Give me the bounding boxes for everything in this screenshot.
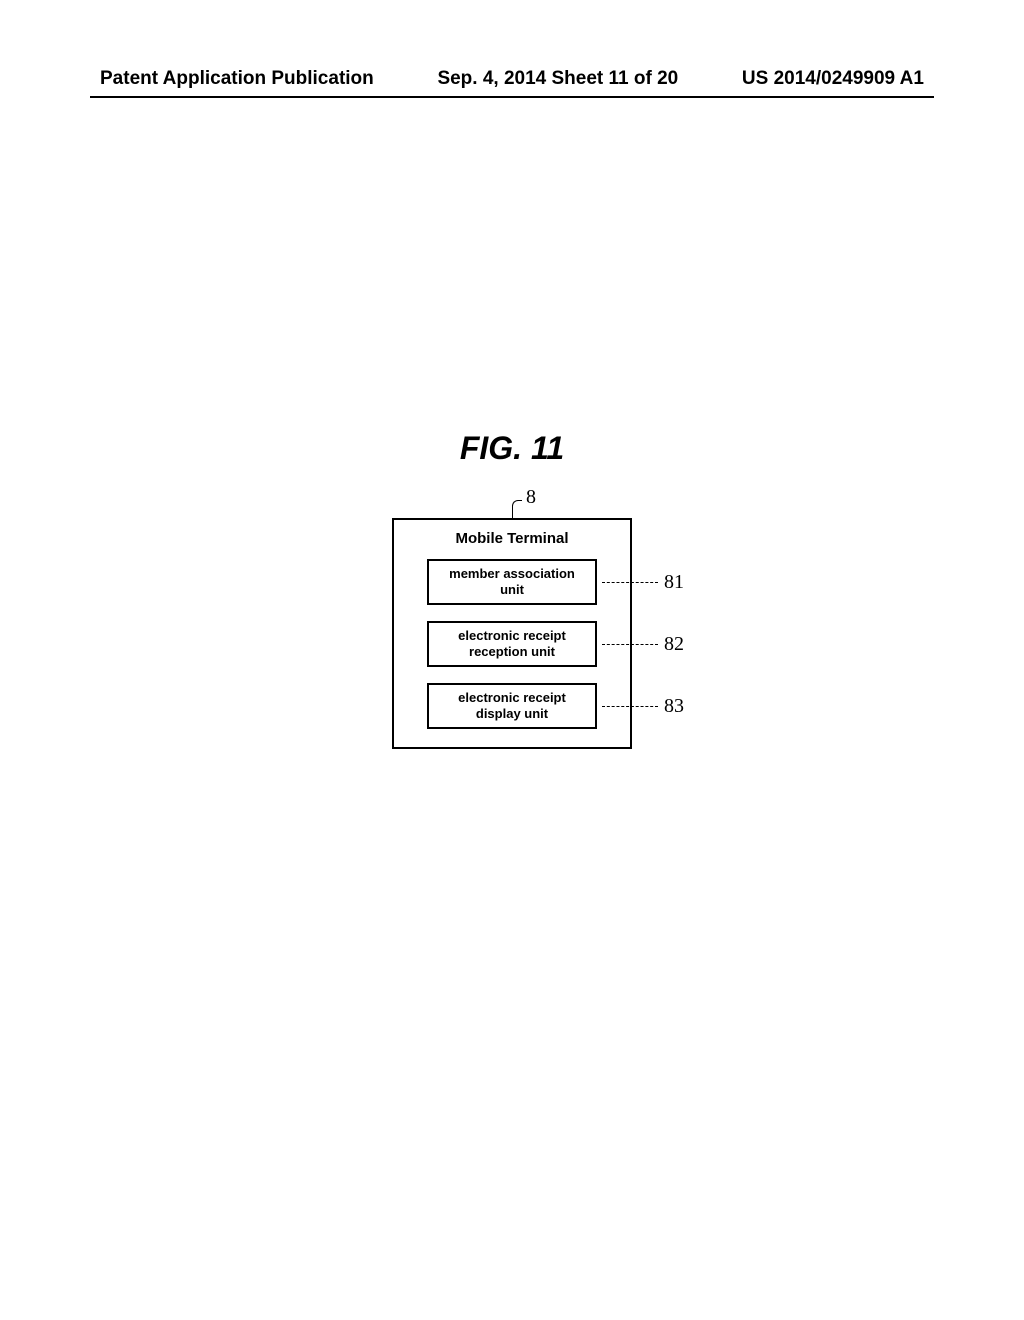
unit-ref-number: 83	[664, 695, 684, 718]
leader: 83	[602, 695, 684, 718]
leader: 82	[602, 633, 684, 656]
member-association-unit: member associationunit	[427, 559, 597, 605]
unit-ref-number: 81	[664, 571, 684, 594]
unit-row: electronic receiptdisplay unit 83	[394, 683, 630, 729]
header-center: Sep. 4, 2014 Sheet 11 of 20	[437, 68, 678, 90]
container-ref-number: 8	[526, 486, 536, 509]
electronic-receipt-reception-unit: electronic receiptreception unit	[427, 621, 597, 667]
container-ref: 8	[392, 490, 632, 518]
leader-line-icon	[602, 582, 658, 583]
unit-row: electronic receiptreception unit 82	[394, 621, 630, 667]
electronic-receipt-display-unit: electronic receiptdisplay unit	[427, 683, 597, 729]
leader-line-icon	[602, 644, 658, 645]
ref-hook-icon	[512, 500, 522, 518]
leader-line-icon	[602, 706, 658, 707]
leader: 81	[602, 571, 684, 594]
mobile-terminal-label: Mobile Terminal	[455, 530, 568, 547]
page-header: Patent Application Publication Sep. 4, 2…	[0, 68, 1024, 90]
header-right: US 2014/0249909 A1	[742, 68, 924, 90]
figure-title: FIG. 11	[0, 430, 1024, 467]
diagram: 8 Mobile Terminal member associationunit…	[0, 490, 1024, 749]
unit-ref-number: 82	[664, 633, 684, 656]
header-rule	[90, 96, 934, 98]
mobile-terminal-box: Mobile Terminal member associationunit 8…	[392, 518, 632, 749]
unit-row: member associationunit 81	[394, 559, 630, 605]
header-left: Patent Application Publication	[100, 68, 374, 90]
